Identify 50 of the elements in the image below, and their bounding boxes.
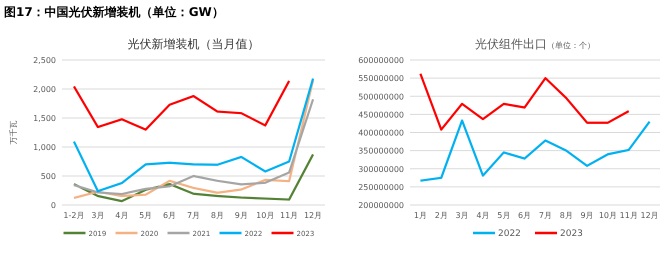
chart-subtitle: 光伏新增装机（当月值）: [128, 37, 260, 51]
y-tick-label: 1,000: [33, 143, 56, 152]
line-series: [72, 98, 314, 196]
y-tick-label: 550000000: [358, 74, 404, 84]
y-tick-label: 0: [50, 201, 56, 210]
x-tick-label: 5月: [497, 211, 510, 220]
x-tick-label: 7月: [186, 211, 200, 220]
y-tick-label: 600000000: [358, 56, 404, 65]
x-tick-label: 4月: [476, 211, 490, 220]
legend-label: 2023: [560, 229, 583, 239]
x-tick-label: 11月: [280, 211, 298, 220]
chart-title: 图17：中国光伏新增装机（单位：GW）: [4, 5, 224, 19]
x-tick-label: 8月: [560, 211, 573, 220]
x-tick-label: 7月: [538, 211, 552, 220]
y-tick-label: 450000000: [358, 110, 404, 120]
x-tick-label: 3月: [91, 211, 104, 220]
line-series: [72, 153, 314, 202]
y-axis-title: 万千瓦: [9, 120, 18, 144]
line-series: [419, 119, 651, 182]
chart-subtitle: （单位：个）: [547, 41, 595, 50]
x-tick-label: 9月: [234, 211, 248, 220]
y-tick-label: 200000000: [358, 201, 404, 210]
x-tick-label: 2月: [434, 211, 448, 220]
y-tick-label: 350000000: [358, 146, 404, 156]
x-tick-label: 10月: [256, 211, 274, 220]
x-tick-label: 9月: [580, 211, 594, 220]
x-tick-label: 12月: [640, 211, 659, 220]
x-tick-label: 4月: [115, 211, 128, 220]
y-tick-label: 500: [40, 172, 56, 181]
x-tick-label: 10月: [598, 211, 618, 220]
x-tick-label: 6月: [518, 211, 532, 220]
y-tick-label: 300000000: [358, 164, 404, 174]
x-tick-label: 1-2月: [63, 211, 84, 220]
y-tick-label: 2,500: [33, 56, 56, 65]
x-tick-label: 1月: [414, 211, 427, 220]
line-series: [419, 72, 630, 131]
x-tick-label: 5月: [139, 211, 152, 220]
x-tick-label: 12月: [304, 211, 322, 220]
y-tick-label: 250000000: [358, 182, 404, 192]
chart-title: 光伏组件出口: [475, 37, 547, 51]
y-tick-label: 2,000: [33, 85, 56, 94]
x-tick-label: 6月: [163, 211, 176, 220]
x-tick-label: 8月: [210, 211, 224, 220]
legend-label: 2022: [498, 229, 521, 239]
y-tick-label: 1,500: [33, 114, 56, 123]
x-tick-label: 3月: [456, 211, 469, 220]
x-tick-label: 11月: [620, 211, 638, 220]
y-tick-label: 500000000: [358, 92, 404, 102]
y-tick-label: 400000000: [358, 128, 404, 138]
line-series: [72, 80, 290, 131]
